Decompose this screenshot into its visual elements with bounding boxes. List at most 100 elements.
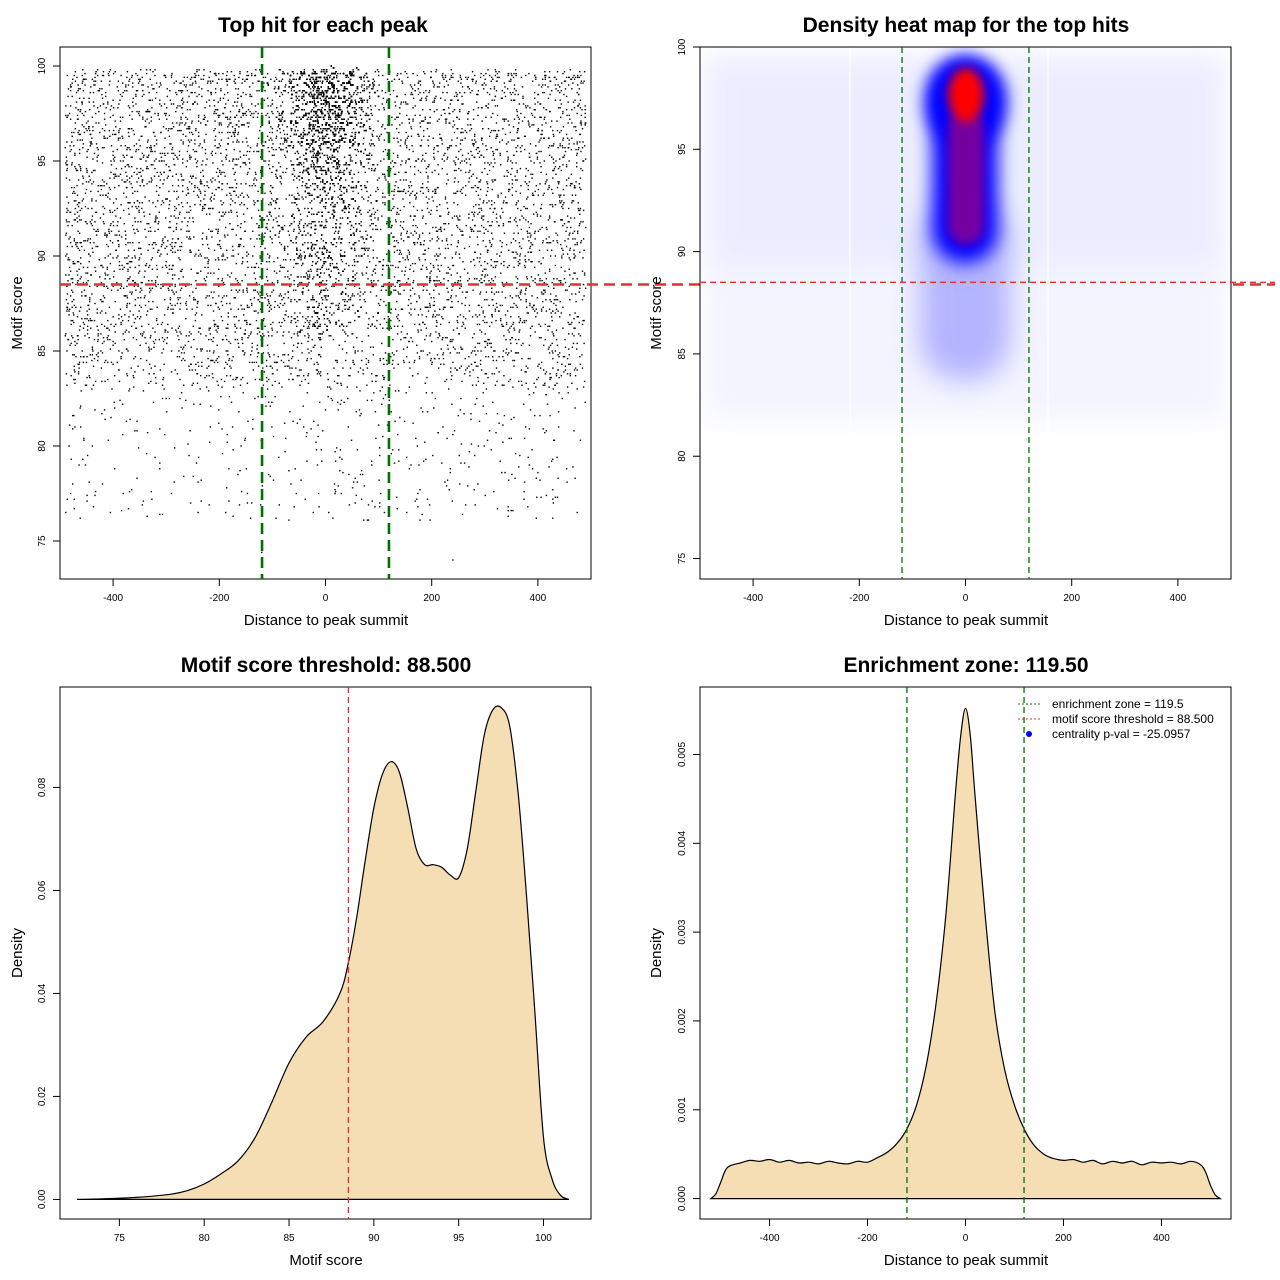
scatter-point bbox=[354, 141, 356, 143]
scatter-point bbox=[529, 251, 532, 253]
scatter-point bbox=[493, 86, 496, 88]
scatter-point bbox=[465, 297, 467, 299]
scatter-point bbox=[375, 327, 378, 329]
scatter-point bbox=[225, 511, 227, 514]
scatter-point bbox=[93, 357, 96, 360]
scatter-point bbox=[152, 71, 154, 73]
scatter-point bbox=[290, 80, 293, 82]
scatter-point bbox=[340, 384, 343, 386]
scatter-point bbox=[135, 338, 138, 341]
scatter-point bbox=[360, 224, 362, 227]
scatter-point bbox=[230, 289, 233, 291]
scatter-point bbox=[538, 363, 540, 365]
scatter-point bbox=[474, 185, 476, 187]
scatter-point bbox=[540, 337, 542, 339]
scatter-point bbox=[529, 126, 531, 128]
scatter-point bbox=[242, 376, 244, 379]
scatter-point bbox=[570, 183, 572, 185]
scatter-point bbox=[301, 95, 303, 98]
scatter-point bbox=[343, 211, 346, 213]
scatter-point bbox=[99, 131, 101, 134]
scatter-point bbox=[451, 340, 453, 343]
scatter-point bbox=[92, 506, 95, 508]
scatter-point bbox=[177, 249, 179, 251]
scatter-point bbox=[75, 306, 77, 308]
scatter-point bbox=[504, 297, 507, 299]
scatter-point bbox=[392, 207, 394, 210]
scatter-point bbox=[471, 211, 473, 213]
scatter-point bbox=[86, 310, 88, 312]
scatter-point bbox=[527, 120, 529, 122]
scatter-point bbox=[529, 245, 532, 248]
scatter-point bbox=[238, 504, 241, 506]
scatter-point bbox=[298, 175, 301, 177]
scatter-point bbox=[385, 264, 388, 267]
scatter-point bbox=[397, 72, 399, 75]
scatter-point bbox=[225, 158, 227, 160]
scatter-point bbox=[372, 88, 374, 90]
scatter-point bbox=[159, 99, 161, 101]
scatter-point bbox=[383, 363, 385, 365]
scatter-point bbox=[568, 348, 570, 350]
scatter-point bbox=[282, 171, 284, 174]
scatter-point bbox=[272, 186, 274, 189]
scatter-point bbox=[253, 150, 255, 153]
scatter-point bbox=[219, 171, 221, 174]
scatter-point bbox=[424, 118, 426, 120]
scatter-point bbox=[84, 110, 87, 113]
scatter-point bbox=[468, 466, 470, 468]
scatter-point bbox=[65, 177, 68, 179]
scatter-point bbox=[347, 426, 349, 428]
scatter-point bbox=[220, 152, 222, 155]
scatter-point bbox=[73, 498, 75, 500]
scatter-point bbox=[136, 430, 138, 432]
scatter-point bbox=[242, 124, 244, 126]
scatter-point bbox=[211, 154, 214, 156]
scatter-point bbox=[411, 93, 414, 96]
scatter-point bbox=[507, 74, 509, 77]
scatter-point bbox=[491, 221, 493, 223]
scatter-point bbox=[485, 105, 487, 107]
scatter-point bbox=[179, 397, 181, 400]
scatter-point bbox=[293, 86, 295, 88]
scatter-point bbox=[481, 120, 483, 122]
scatter-point bbox=[512, 76, 515, 79]
scatter-point bbox=[544, 384, 546, 386]
scatter-point bbox=[502, 202, 505, 204]
scatter-point bbox=[357, 293, 359, 295]
scatter-point bbox=[372, 135, 374, 137]
scatter-point bbox=[99, 88, 101, 90]
scatter-point bbox=[129, 266, 131, 269]
scatter-point bbox=[460, 188, 463, 191]
scatter-point bbox=[400, 238, 403, 240]
scatter-point bbox=[417, 329, 419, 331]
scatter-point bbox=[439, 204, 441, 206]
scatter-point bbox=[548, 386, 550, 388]
scatter-point bbox=[378, 84, 380, 86]
scatter-point bbox=[465, 291, 467, 293]
scatter-point bbox=[304, 158, 306, 160]
scatter-point bbox=[268, 261, 270, 263]
scatter-point bbox=[349, 299, 352, 301]
scatter-point bbox=[100, 80, 103, 82]
scatter-point bbox=[479, 181, 481, 183]
scatter-point bbox=[100, 367, 103, 369]
scatter-point bbox=[478, 342, 481, 345]
scatter-point bbox=[180, 116, 182, 118]
scatter-point bbox=[312, 128, 314, 130]
scatter-point bbox=[206, 82, 209, 84]
scatter-point bbox=[491, 321, 493, 324]
scatter-point bbox=[421, 513, 423, 516]
scatter-point bbox=[503, 335, 505, 337]
scatter-point bbox=[465, 171, 467, 174]
scatter-point bbox=[345, 133, 347, 136]
scatter-point bbox=[408, 468, 411, 470]
scatter-point bbox=[76, 281, 79, 284]
scatter-point bbox=[555, 173, 557, 175]
scatter-point bbox=[256, 333, 259, 335]
scatter-point bbox=[172, 152, 175, 155]
scatter-point bbox=[402, 359, 405, 362]
scatter-point bbox=[297, 285, 299, 288]
scatter-point bbox=[472, 230, 475, 232]
scatter-point bbox=[425, 90, 427, 92]
